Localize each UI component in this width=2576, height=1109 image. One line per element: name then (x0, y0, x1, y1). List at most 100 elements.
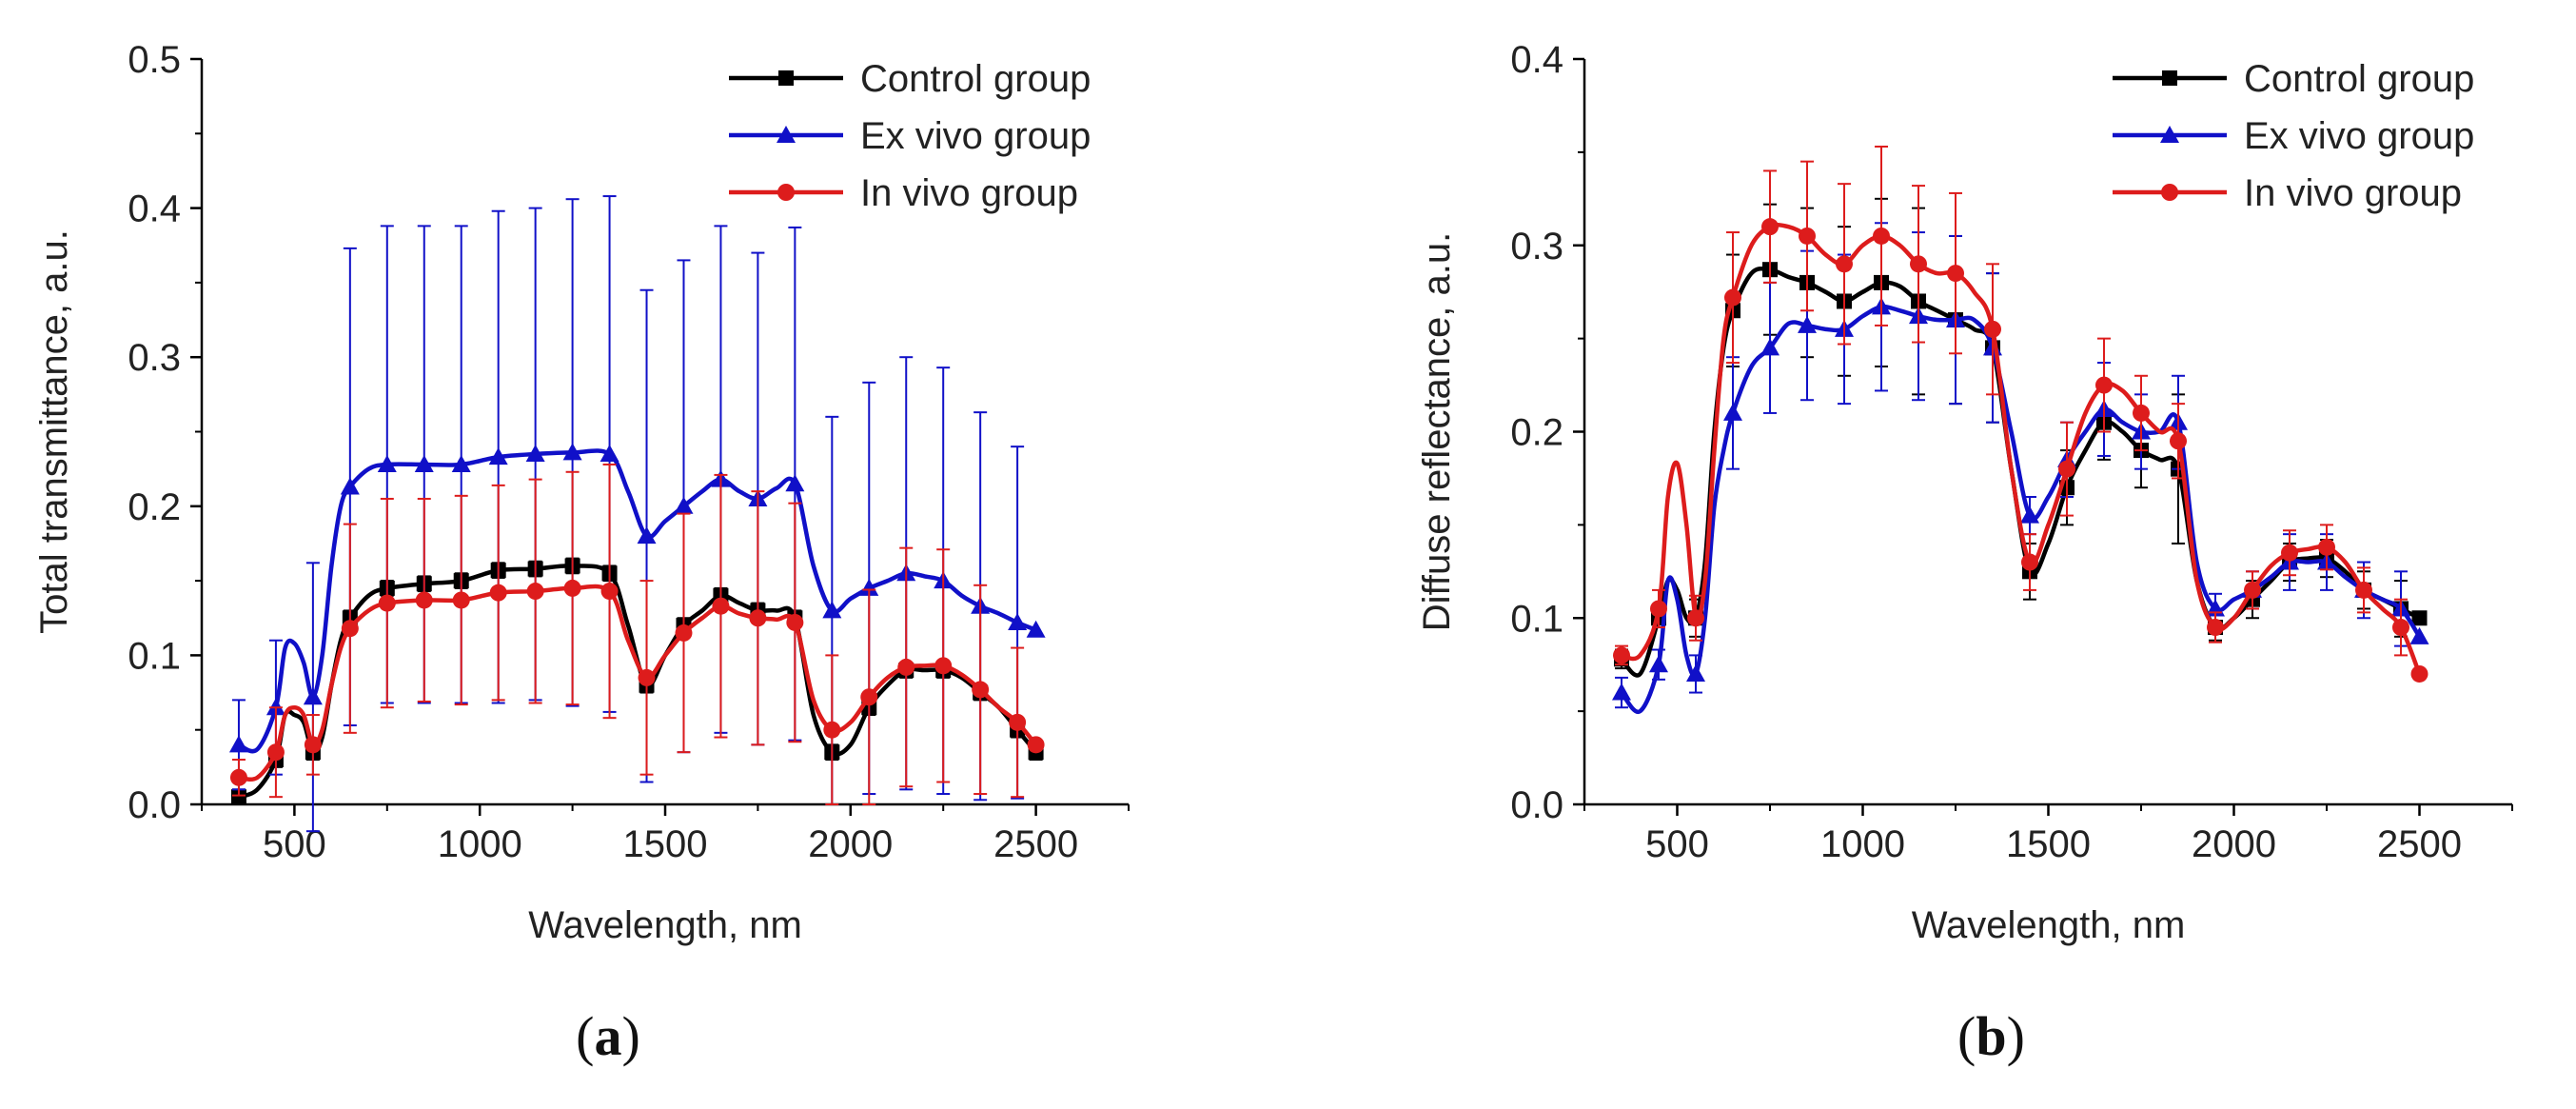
y-tick-label: 0.2 (1510, 412, 1563, 454)
data-point (1836, 255, 1853, 273)
x-tick-label: 2000 (2192, 823, 2276, 865)
data-point (2058, 460, 2075, 478)
data-point (1984, 320, 2001, 338)
panel-label: (a) (576, 1005, 640, 1067)
data-point (1798, 315, 1817, 333)
y-axis-title: Total transmittance, a.u. (33, 229, 75, 634)
data-point (525, 444, 545, 462)
legend-entry: Ex vivo group (729, 115, 1091, 157)
x-tick-label: 1000 (1820, 823, 1905, 865)
legend-label: Ex vivo group (860, 115, 1091, 157)
series-control-group (230, 557, 1044, 805)
data-point (229, 768, 247, 786)
y-tick-label: 0.2 (128, 486, 181, 528)
data-point (822, 601, 842, 619)
y-axis-title: Diffuse reflectance, a.u. (1416, 232, 1458, 632)
data-point (1650, 600, 1667, 618)
y-tick-label: 0.1 (128, 635, 181, 677)
data-point (2207, 619, 2224, 637)
data-point (340, 477, 360, 495)
series-in-vivo-group (229, 463, 1045, 805)
legend-entry: Control group (2113, 58, 2474, 100)
series-line (1620, 304, 2422, 715)
data-point (1761, 218, 1779, 236)
series-line (238, 584, 1038, 782)
data-point (303, 687, 323, 705)
data-point (2392, 619, 2409, 637)
legend-swatch-marker (778, 70, 794, 86)
x-tick-label: 500 (1645, 823, 1709, 865)
chart-panel-a: 0.0 0.1 0.2 0.3 0.4 0.5 500 1000 1500 2000 2500 Wav… (33, 39, 1130, 1067)
x-tick-label: 2000 (808, 823, 893, 865)
data-point (786, 613, 804, 631)
y-tick-label: 0.1 (1510, 598, 1563, 640)
series-in-vivo-group (1613, 146, 2429, 683)
legend-label: In vivo group (860, 172, 1078, 214)
data-point (2411, 610, 2428, 626)
data-point (377, 454, 397, 472)
data-point (488, 447, 508, 465)
legend-entry: In vivo group (729, 172, 1078, 214)
legend-swatch-marker (2160, 126, 2179, 143)
panel-label-letter: b (1976, 1005, 2006, 1067)
panel-label-paren-close: ) (622, 1005, 640, 1067)
x-tick-label: 2500 (2377, 823, 2462, 865)
data-point (2021, 553, 2038, 571)
data-point (860, 688, 878, 706)
data-point (897, 658, 915, 676)
data-point (785, 474, 805, 492)
data-point (637, 526, 657, 545)
y-tick-label: 0.4 (128, 188, 181, 230)
x-tick-label: 2500 (993, 823, 1078, 865)
series-line (238, 564, 1038, 800)
legend-entry: In vivo group (2113, 172, 2462, 214)
data-point (1686, 663, 1705, 682)
panel-label-paren-open: ( (576, 1005, 594, 1067)
panel-label: (b) (1957, 1005, 2025, 1067)
series-control-group (1614, 197, 2428, 678)
data-point (823, 721, 841, 739)
data-point (2095, 376, 2113, 394)
data-point (230, 789, 246, 805)
data-point (489, 584, 507, 602)
x-axis-title: Wavelength, nm (1912, 904, 2186, 946)
data-point (1008, 612, 1028, 630)
data-point (2133, 404, 2150, 422)
data-point (1687, 609, 1704, 627)
x-tick-label: 1500 (623, 823, 708, 865)
data-point (562, 443, 582, 461)
legend-label: Control group (860, 58, 1091, 100)
panel-label-paren-close: ) (2007, 1005, 2025, 1067)
data-point (1724, 288, 1741, 307)
data-point (638, 668, 656, 686)
data-point (415, 591, 433, 609)
legend-swatch-marker (777, 184, 795, 201)
data-point (228, 735, 248, 753)
data-point (452, 591, 470, 609)
data-point (414, 454, 434, 472)
legend-label: Ex vivo group (2244, 115, 2474, 157)
y-tick-label: 0.0 (128, 784, 181, 826)
data-point (1613, 646, 1630, 664)
data-point (600, 444, 619, 462)
data-point (2409, 626, 2429, 644)
series-line (1621, 223, 2422, 675)
data-point (2410, 664, 2429, 683)
data-point (304, 736, 322, 754)
data-point (859, 578, 879, 596)
data-point (341, 620, 359, 638)
legend-entry: Ex vivo group (2113, 115, 2474, 157)
data-point (1009, 713, 1027, 731)
panel-label-paren-open: ( (1957, 1005, 1976, 1067)
data-point (1873, 227, 1890, 245)
data-point (1026, 620, 1046, 638)
data-point (2281, 544, 2298, 562)
y-tick-label: 0.0 (1510, 784, 1563, 826)
legend-label: In vivo group (2244, 172, 2462, 214)
y-tick-label: 0.5 (128, 39, 181, 81)
data-point (451, 454, 471, 472)
data-point (934, 657, 953, 675)
data-point (1799, 227, 1816, 245)
legend-entry: Control group (729, 58, 1091, 100)
data-point (1760, 338, 1780, 356)
